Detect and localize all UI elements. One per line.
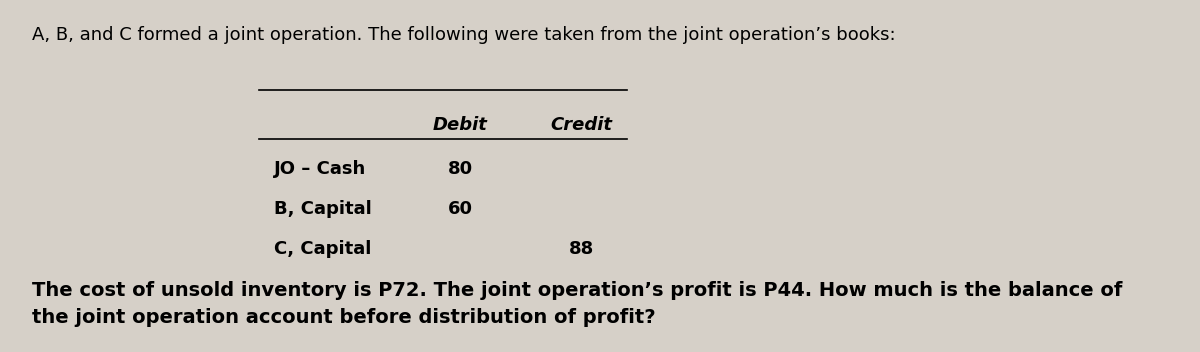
Text: JO – Cash: JO – Cash xyxy=(274,160,366,178)
Text: 60: 60 xyxy=(448,200,473,218)
Text: Credit: Credit xyxy=(551,117,612,134)
Text: Debit: Debit xyxy=(433,117,488,134)
Text: B, Capital: B, Capital xyxy=(274,200,372,218)
Text: The cost of unsold inventory is P72. The joint operation’s profit is P44. How mu: The cost of unsold inventory is P72. The… xyxy=(31,281,1122,327)
Text: A, B, and C formed a joint operation. The following were taken from the joint op: A, B, and C formed a joint operation. Th… xyxy=(31,26,895,44)
Text: C, Capital: C, Capital xyxy=(274,240,371,258)
Text: 88: 88 xyxy=(569,240,594,258)
Text: 80: 80 xyxy=(448,160,473,178)
